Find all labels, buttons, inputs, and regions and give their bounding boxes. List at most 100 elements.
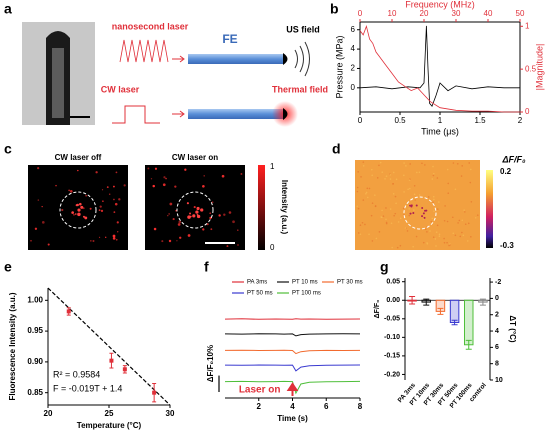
point [66,309,71,314]
speckle [80,205,84,209]
panel-a: nanosecond laser FE US field CW laser Th… [22,21,328,127]
speckle [368,187,371,190]
speckle [395,202,397,205]
waves [294,41,310,77]
x2-tick-label: 50 [516,9,525,18]
speckle [168,239,172,243]
error-bar [437,307,444,315]
speckle [196,214,201,219]
speckle [84,216,88,220]
speckle [409,163,411,165]
colorbar-label: Intensity (a.u.) [280,180,289,235]
speckle [61,208,64,212]
speckle [403,174,405,177]
y-tick-label: -0.15 [384,353,400,360]
fiber [188,54,283,64]
speckle [209,212,212,215]
x-tick-label: 6 [324,402,329,411]
speckle [370,214,373,217]
speckle [74,213,77,215]
speckle [359,224,362,226]
speckle [435,245,437,247]
speckle [432,172,435,175]
speckle [385,218,387,221]
roi [176,191,214,229]
speckle [357,232,360,234]
speckle [115,171,118,174]
legend-label: PA 3ms [247,280,267,286]
speckle [393,214,395,217]
speckle [447,192,450,195]
speckle [189,212,191,215]
speckle [174,185,177,188]
speckle [412,245,414,248]
speckle [404,227,407,229]
speckle [446,220,449,223]
speckle [82,215,85,218]
label: nanosecond laser [112,21,189,31]
speckle [112,234,116,238]
speckle [436,208,439,210]
speckle [409,204,412,207]
speckle [102,200,104,202]
speckle [193,206,196,209]
tip [283,53,288,65]
y-tick-label: -0.05 [384,316,400,323]
speckle [381,216,383,219]
speckle [379,161,382,164]
speckle [195,210,199,214]
speckle [374,194,376,196]
speckle [397,221,400,223]
speckle [426,231,428,233]
panel-label: g [380,259,389,275]
error-bar [423,298,430,306]
speckle [76,203,79,207]
speckle [184,168,187,171]
x-tick-label: 8 [358,402,363,411]
speckle [437,201,440,203]
roi [403,196,437,230]
x-tick-label: 0.5 [394,116,406,125]
legend-label: PT 10 ms [292,280,318,286]
x-axis-label: Time (μs) [421,126,459,136]
speckle [394,212,397,215]
point [122,367,127,372]
x-tick-label: 1 [438,116,443,125]
speckle [462,234,465,237]
y-tick-label: -0.20 [384,371,400,378]
x-tick-label: 30 [166,409,175,418]
speckle [41,206,43,208]
legend-label: PT 100 ms [292,291,321,297]
bar [449,299,460,324]
speckle [447,182,450,185]
data-line [359,24,520,113]
speckle [446,168,449,171]
speckle [389,178,392,180]
speckle [117,231,119,233]
speckle [408,179,411,181]
speckle [456,162,459,165]
speckle [389,174,392,176]
speckle [55,184,57,187]
speckle [409,212,412,215]
speckle [237,229,239,231]
speckle [365,192,367,195]
speckle [448,244,450,247]
speckle [412,211,415,214]
speckle [232,220,235,224]
speckle [366,187,369,190]
colorbar-tick: 0.2 [500,167,512,176]
x2-tick-label: 10 [388,9,397,18]
pulses [119,39,169,63]
speckle [469,181,472,184]
fit-line [47,287,171,406]
speckle [432,174,435,177]
speckle [37,167,40,170]
speckle [424,228,427,230]
speckle [436,224,439,227]
scale-bar-label: ΔF/F₀10% [206,345,215,382]
y-tick-label: 0.95 [27,326,43,335]
speckle [468,162,471,164]
speckle [362,199,365,201]
